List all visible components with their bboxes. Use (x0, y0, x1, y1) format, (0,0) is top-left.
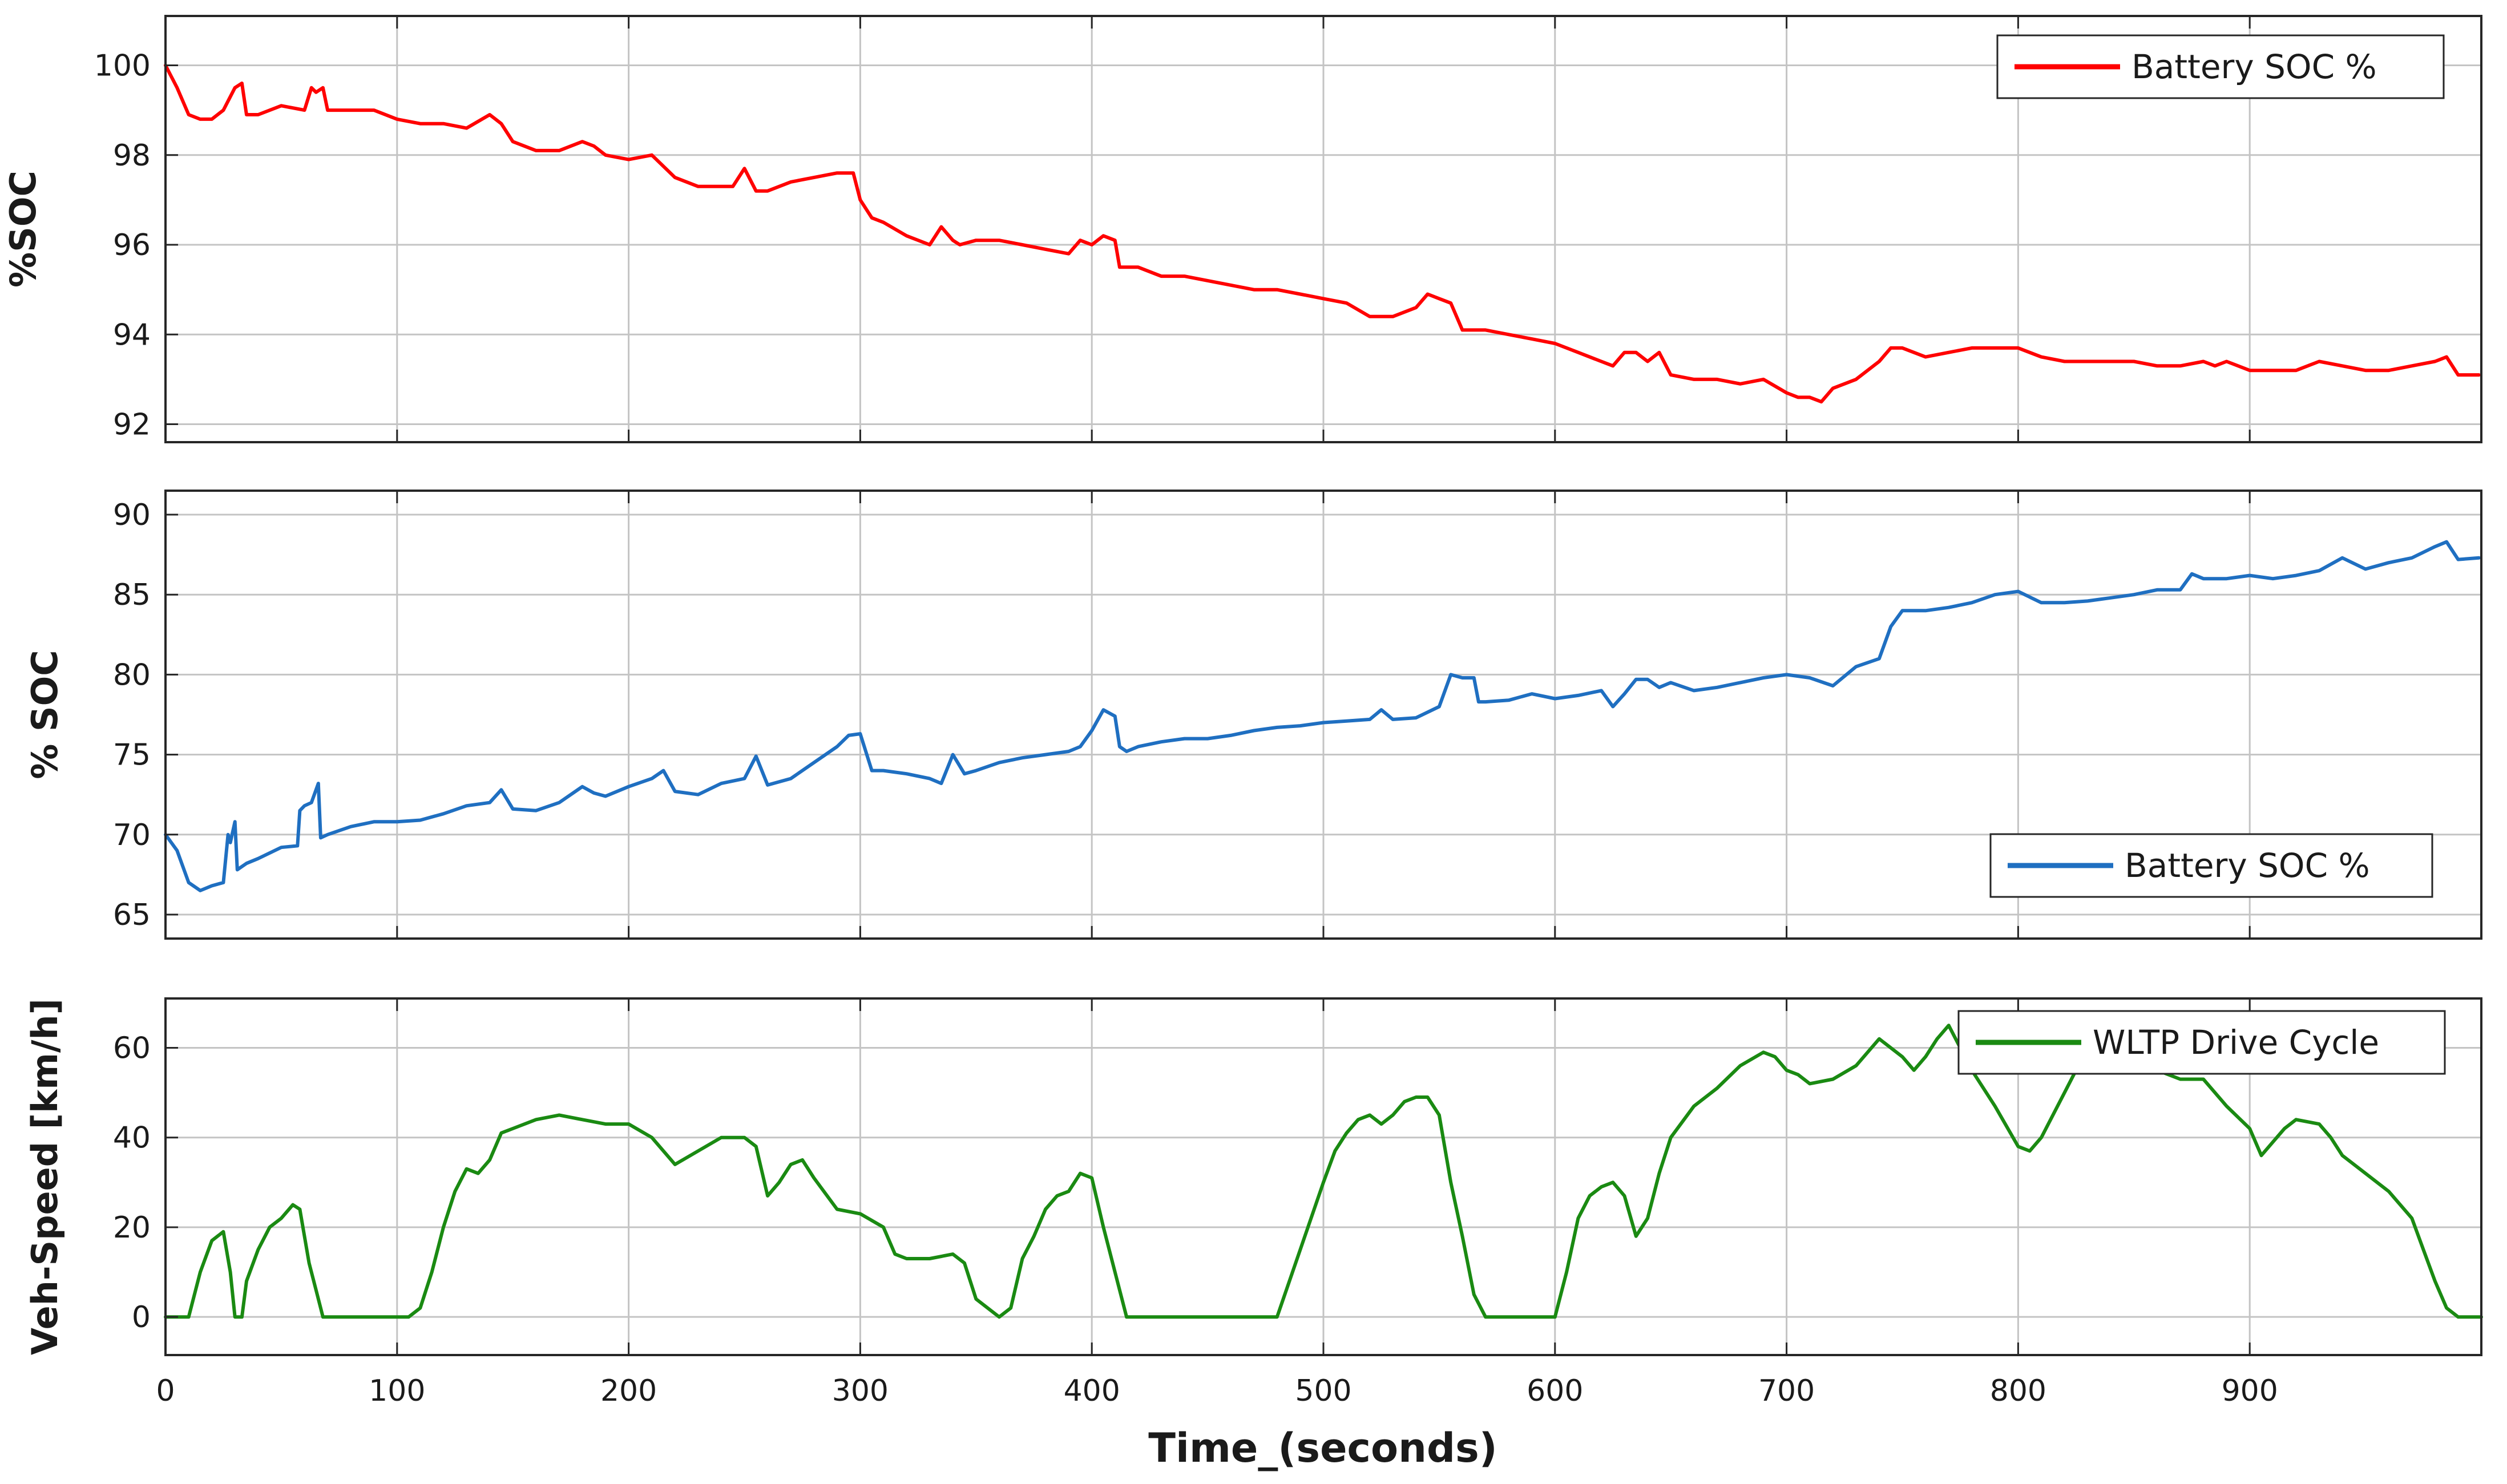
y-tick-label: 92 (113, 408, 151, 442)
y-tick-label: 20 (113, 1211, 151, 1245)
legend: Battery SOC % (1989, 833, 2433, 898)
y-tick-label: 0 (132, 1300, 151, 1335)
y-axis-label: Veh-Speed [km/h] (24, 998, 66, 1355)
legend-label: WLTP Drive Cycle (2093, 1023, 2379, 1062)
series-line (164, 540, 2481, 892)
y-tick-label: 80 (113, 658, 151, 692)
series-line (164, 1024, 2483, 1319)
x-tick-label: 300 (832, 1374, 889, 1408)
y-tick-label: 65 (113, 898, 151, 932)
y-tick-label: 100 (94, 48, 151, 83)
x-tick-label: 200 (600, 1374, 657, 1408)
x-tick-label: 700 (1758, 1374, 1815, 1408)
y-tick-label: 75 (113, 738, 151, 773)
y-axis-label: %SOC (2, 171, 44, 288)
x-tick-label: 100 (369, 1374, 425, 1408)
y-tick-label: 96 (113, 228, 151, 262)
y-tick-label: 94 (113, 318, 151, 352)
panel-battery-soc-red: 92 94 96 98 100 %SOC Battery SOC % (2, 15, 2482, 443)
legend: Battery SOC % (1996, 34, 2445, 99)
y-tick-label: 98 (113, 139, 151, 173)
legend: WLTP Drive Cycle (1957, 1010, 2446, 1075)
y-tick-label: 90 (113, 498, 151, 532)
legend-label: Battery SOC % (2131, 47, 2377, 86)
x-tick-label: 400 (1064, 1374, 1120, 1408)
x-tick-label: 900 (2222, 1374, 2278, 1408)
y-tick-label: 85 (113, 578, 151, 612)
series-line (164, 63, 2481, 404)
y-tick-label: 60 (113, 1031, 151, 1065)
y-tick-label: 70 (113, 818, 151, 852)
x-tick-label: 0 (156, 1374, 175, 1408)
x-tick-label: 500 (1295, 1374, 1351, 1408)
x-axis-label: Time_(seconds) (1148, 1425, 1497, 1471)
x-tick-label: 800 (1990, 1374, 2046, 1408)
x-tick-label: 600 (1527, 1374, 1583, 1408)
y-axis-label: % SOC (24, 650, 66, 779)
panel-battery-soc-blue: 65 70 75 80 85 90 % SOC Battery SOC % (24, 490, 2482, 940)
y-tick-label: 40 (113, 1121, 151, 1155)
legend-label: Battery SOC % (2125, 846, 2370, 885)
